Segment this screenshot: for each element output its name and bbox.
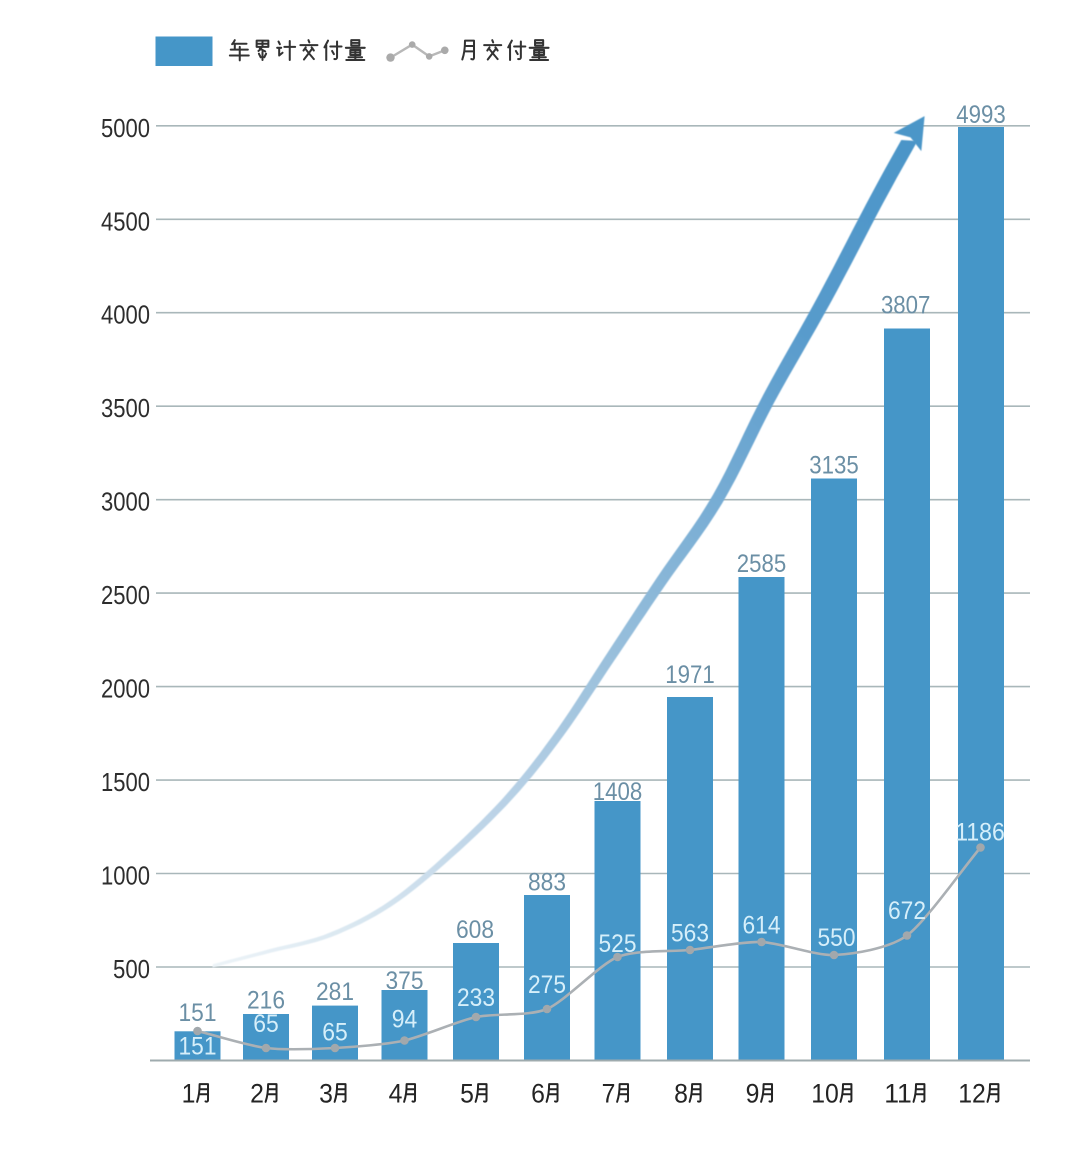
svg-text:1971: 1971 xyxy=(665,661,715,689)
svg-text:2000: 2000 xyxy=(101,674,150,704)
svg-text:4000: 4000 xyxy=(101,300,150,330)
svg-text:2500: 2500 xyxy=(101,580,150,610)
svg-text:672: 672 xyxy=(888,897,926,925)
svg-text:65: 65 xyxy=(322,1019,348,1047)
svg-text:1500: 1500 xyxy=(101,767,150,797)
svg-text:500: 500 xyxy=(113,954,150,984)
svg-text:4: 4 xyxy=(389,1079,403,1109)
svg-text:1408: 1408 xyxy=(593,778,643,806)
svg-text:4500: 4500 xyxy=(101,206,150,236)
svg-text:883: 883 xyxy=(528,869,566,897)
svg-text:281: 281 xyxy=(316,978,354,1006)
svg-text:550: 550 xyxy=(818,924,856,952)
svg-text:5000: 5000 xyxy=(101,113,150,143)
svg-text:7: 7 xyxy=(602,1079,616,1109)
svg-text:563: 563 xyxy=(671,920,709,948)
svg-text:4993: 4993 xyxy=(956,101,1006,129)
svg-text:151: 151 xyxy=(179,1033,217,1061)
svg-text:151: 151 xyxy=(179,999,217,1027)
svg-text:216: 216 xyxy=(247,987,285,1015)
svg-text:2: 2 xyxy=(250,1079,264,1109)
svg-text:1186: 1186 xyxy=(955,819,1005,847)
svg-text:1000: 1000 xyxy=(101,861,150,891)
svg-text:9: 9 xyxy=(746,1079,760,1109)
svg-text:12: 12 xyxy=(958,1079,986,1109)
svg-text:65: 65 xyxy=(253,1010,279,1038)
svg-text:614: 614 xyxy=(743,912,781,940)
svg-text:3000: 3000 xyxy=(101,487,150,517)
svg-text:10: 10 xyxy=(811,1079,839,1109)
svg-text:275: 275 xyxy=(528,971,566,999)
svg-text:3500: 3500 xyxy=(101,393,150,423)
svg-text:5: 5 xyxy=(460,1079,474,1109)
svg-text:608: 608 xyxy=(456,916,494,944)
svg-text:2585: 2585 xyxy=(737,550,787,578)
svg-text:375: 375 xyxy=(386,967,424,995)
svg-text:8: 8 xyxy=(674,1079,688,1109)
svg-text:233: 233 xyxy=(457,984,495,1012)
svg-text:525: 525 xyxy=(599,930,637,958)
svg-text:11: 11 xyxy=(884,1079,912,1109)
svg-text:6: 6 xyxy=(531,1079,545,1109)
svg-text:3807: 3807 xyxy=(881,292,931,320)
svg-text:94: 94 xyxy=(392,1006,418,1034)
svg-text:1: 1 xyxy=(182,1079,196,1109)
svg-text:3135: 3135 xyxy=(809,452,859,480)
svg-text:3: 3 xyxy=(319,1079,333,1109)
